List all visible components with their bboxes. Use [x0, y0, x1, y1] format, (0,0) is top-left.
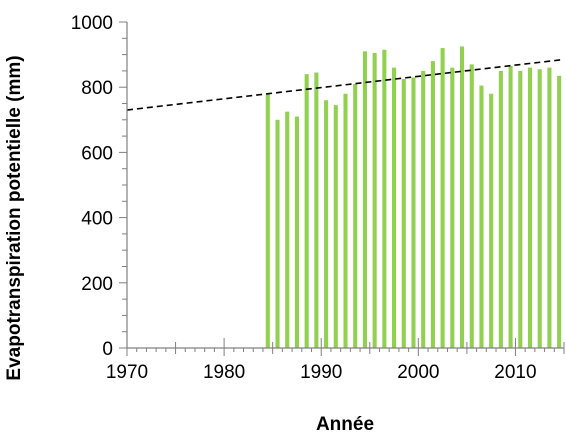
bar-1994 — [353, 84, 357, 348]
bar-1988 — [295, 117, 299, 348]
y-tick-label-600: 600 — [81, 143, 113, 164]
bar-2004 — [450, 68, 454, 348]
bar-2014 — [547, 68, 551, 348]
x-tick-label-2010: 2010 — [494, 362, 536, 383]
bars-group — [266, 46, 561, 348]
bar-1989 — [305, 74, 309, 348]
bar-1999 — [402, 79, 406, 348]
bar-1996 — [373, 53, 377, 348]
y-tick-label-1000: 1000 — [71, 13, 113, 34]
x-axis-title: Année — [316, 414, 374, 435]
bar-2003 — [441, 48, 445, 348]
bar-2010 — [509, 66, 513, 348]
bar-2015 — [557, 76, 561, 348]
bar-2008 — [489, 94, 493, 348]
bar-2012 — [528, 68, 532, 348]
x-tick-label-1980: 1980 — [203, 362, 245, 383]
bar-1991 — [324, 100, 328, 348]
bar-2006 — [470, 64, 474, 348]
y-tick-label-200: 200 — [81, 274, 113, 295]
bar-2013 — [538, 69, 542, 348]
x-tick-label-1970: 1970 — [106, 362, 148, 383]
bar-1986 — [275, 120, 279, 348]
x-tick-label-1990: 1990 — [300, 362, 342, 383]
y-tick-label-800: 800 — [81, 78, 113, 99]
bar-2007 — [479, 86, 483, 348]
bar-1992 — [334, 105, 338, 348]
y-tick-label-400: 400 — [81, 209, 113, 230]
x-tick-label-2000: 2000 — [397, 362, 439, 383]
bar-2005 — [460, 46, 464, 348]
bar-2000 — [411, 77, 415, 348]
y-axis-title: Evapotranspiration potentielle (mm) — [4, 55, 25, 380]
y-axis: 0 200 400 600 800 1000 — [71, 13, 127, 360]
bar-1995 — [363, 51, 367, 348]
bar-1998 — [392, 68, 396, 348]
bar-2009 — [499, 71, 503, 348]
bar-1987 — [285, 112, 289, 348]
bar-1990 — [314, 73, 318, 348]
bar-2001 — [421, 71, 425, 348]
bar-2002 — [431, 61, 435, 348]
bar-2011 — [518, 71, 522, 348]
y-tick-label-0: 0 — [102, 339, 113, 360]
bar-1993 — [343, 94, 347, 348]
bar-1997 — [382, 50, 386, 348]
bar-1985 — [266, 94, 270, 348]
